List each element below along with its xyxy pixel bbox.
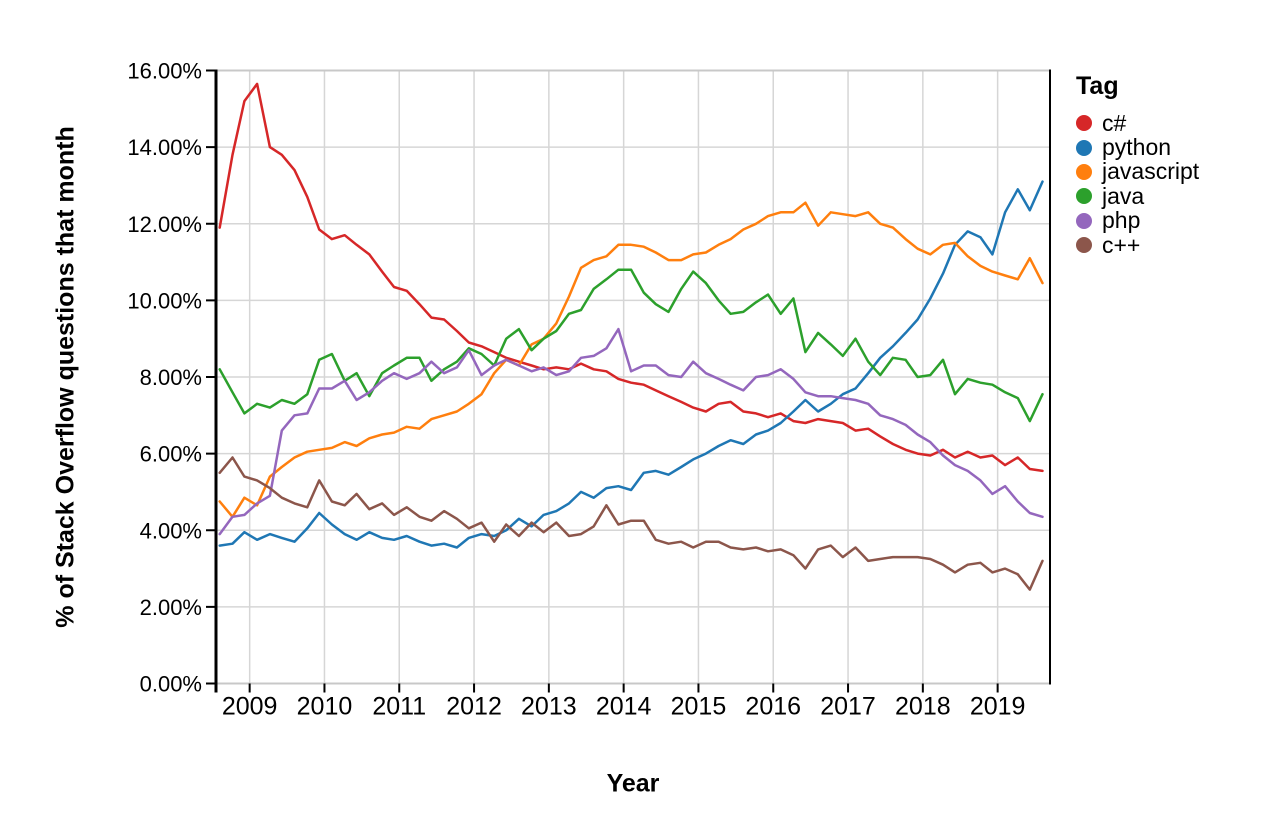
legend-title: Tag bbox=[1076, 72, 1119, 100]
legend-item-label: python bbox=[1102, 134, 1172, 161]
y-tick-label: 16.00% bbox=[127, 59, 202, 84]
y-tick-label: 8.00% bbox=[140, 365, 202, 390]
series-line-javascript bbox=[218, 201, 1044, 519]
x-axis-title: Year bbox=[606, 769, 660, 798]
y-tick-label: 10.00% bbox=[127, 288, 202, 313]
legend-swatch-icon bbox=[1076, 237, 1092, 254]
legend-item-c-sharp: c# bbox=[1076, 111, 1199, 135]
legend-item-label: php bbox=[1102, 207, 1141, 234]
legend-item-php: php bbox=[1076, 209, 1199, 233]
legend-item-c-plus-plus: c++ bbox=[1076, 233, 1199, 257]
series-line-java bbox=[218, 268, 1044, 423]
series-line-python bbox=[218, 180, 1044, 549]
legend-item-javascript: javascript bbox=[1076, 160, 1199, 184]
series-line-php bbox=[218, 327, 1044, 536]
legend-item-python: python bbox=[1076, 135, 1199, 159]
x-tick-label: 2018 bbox=[895, 693, 951, 721]
legend-item-label: c# bbox=[1102, 109, 1127, 136]
y-tick-label: 0.00% bbox=[140, 672, 202, 697]
y-axis-title: % of Stack Overflow questions that month bbox=[51, 126, 80, 628]
x-tick-label: 2019 bbox=[970, 693, 1026, 721]
legend-item-label: javascript bbox=[1102, 158, 1200, 185]
legend-swatch-icon bbox=[1076, 115, 1092, 132]
legend-swatch-icon bbox=[1076, 212, 1092, 229]
x-tick-label: 2012 bbox=[446, 693, 502, 721]
x-tick-label: 2011 bbox=[372, 693, 426, 721]
legend-items: c# python javascript java php c++ bbox=[1076, 111, 1199, 257]
legend-swatch-icon bbox=[1076, 163, 1092, 180]
x-tick-label: 2010 bbox=[297, 693, 353, 721]
legend-item-label: c++ bbox=[1102, 231, 1141, 258]
legend-swatch-icon bbox=[1076, 188, 1092, 205]
y-tick-label: 4.00% bbox=[140, 518, 202, 543]
x-tick-label: 2017 bbox=[820, 693, 876, 721]
x-tick-label: 2009 bbox=[222, 693, 278, 721]
legend-swatch-icon bbox=[1076, 139, 1092, 156]
x-tick-label: 2013 bbox=[521, 693, 577, 721]
y-tick-label: 2.00% bbox=[140, 595, 202, 620]
y-tick-label: 12.00% bbox=[127, 212, 202, 237]
legend: Tag c# python javascript java php c++ bbox=[1076, 72, 1199, 257]
series-line-c-plus-plus bbox=[218, 456, 1044, 591]
series-line-c-sharp bbox=[218, 82, 1044, 473]
x-tick-label: 2015 bbox=[671, 693, 727, 721]
x-tick-label: 2016 bbox=[745, 693, 801, 721]
y-tick-label: 6.00% bbox=[140, 442, 202, 467]
legend-item-label: java bbox=[1102, 182, 1145, 209]
y-tick-label: 14.00% bbox=[127, 135, 202, 160]
x-tick-label: 2014 bbox=[596, 693, 652, 721]
legend-item-java: java bbox=[1076, 184, 1199, 208]
